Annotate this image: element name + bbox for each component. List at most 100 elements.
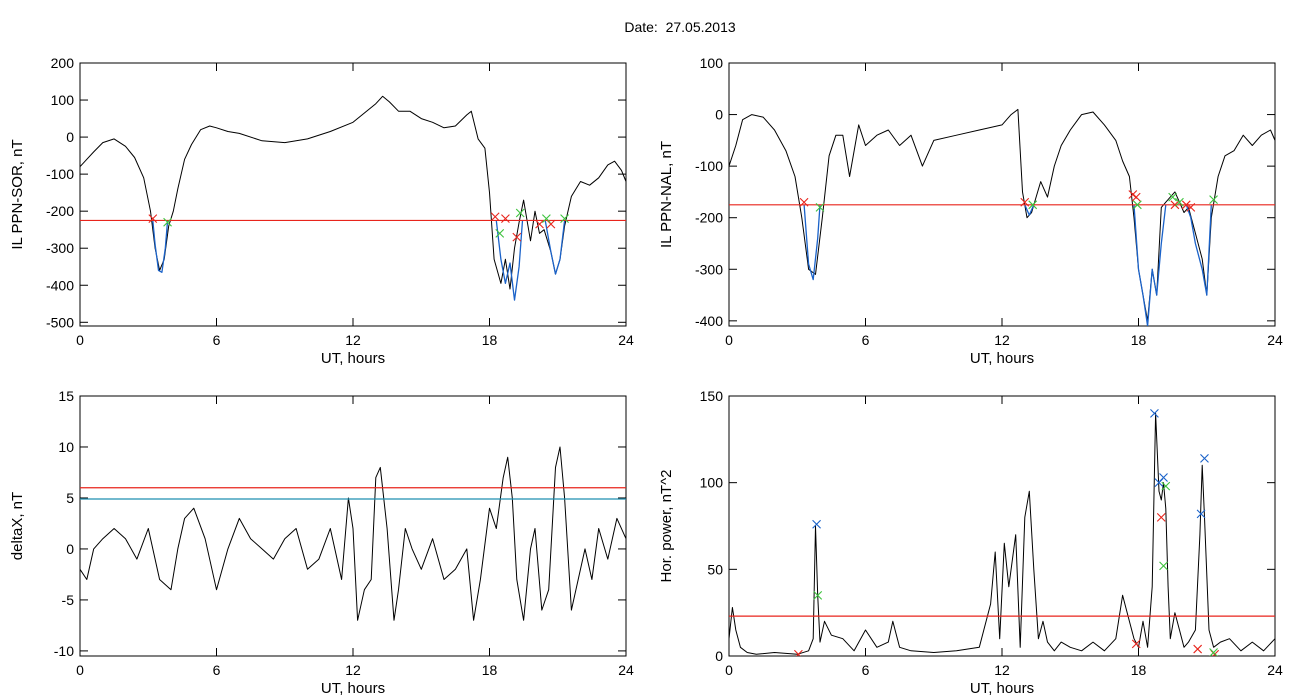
data-layer [729, 108, 1275, 326]
series-line-blue-4 [1133, 204, 1167, 326]
x-tick-label: 0 [76, 662, 84, 678]
marker-green [1209, 648, 1218, 656]
data-layer [80, 446, 626, 621]
marker-red [799, 197, 809, 207]
marker-red [512, 232, 522, 242]
marker-green [515, 208, 525, 218]
y-tick-label: -200 [695, 210, 723, 226]
plot-frame [728, 395, 1276, 657]
x-tick-label: 18 [1131, 332, 1147, 348]
marker-green [1175, 197, 1184, 207]
x-tick-label: 24 [618, 662, 634, 678]
y-tick-label: -400 [695, 313, 723, 329]
series-line-black-1 [729, 108, 1275, 322]
x-tick-label: 6 [213, 332, 221, 348]
x-axis-label: UT, hours [321, 680, 385, 697]
marker-blue [1150, 408, 1159, 418]
marker-green [1168, 192, 1178, 202]
chart-panel-3: 0 6 12 18 24 -10 -5 0 5 10 15 UT, hours deltaX, nT [9, 388, 634, 697]
marker-red [1193, 644, 1203, 654]
marker-blue [1200, 454, 1209, 463]
marker-blue [1196, 509, 1206, 519]
x-tick-label: 18 [482, 662, 498, 678]
y-tick-label: 150 [700, 388, 724, 404]
y-tick-label: -400 [46, 277, 74, 293]
y-tick-label: 50 [707, 561, 723, 577]
y-axis-label: Hor. power, nT^2 [658, 470, 675, 583]
marker-red [1181, 200, 1191, 210]
series-line-blue-2 [803, 204, 821, 281]
y-tick-label: -300 [46, 240, 74, 256]
series-line-black-1 [729, 412, 1275, 655]
marker-red [1186, 203, 1196, 212]
chart-panel-2: 0 6 12 18 24 -400 -300 -200 -100 0 100 UT, hours IL … [658, 55, 1283, 367]
y-tick-label: 0 [715, 107, 723, 123]
marker-blue [812, 519, 821, 529]
page-title: Date: 27.05.2013 [624, 19, 736, 35]
series-line-blue-4 [544, 220, 566, 275]
x-tick-label: 6 [862, 332, 870, 348]
y-tick-label: 5 [66, 490, 74, 506]
y-tick-label: 100 [51, 92, 75, 108]
x-tick-label: 6 [213, 662, 221, 678]
y-tick-label: 100 [700, 55, 724, 71]
y-axis-label: IL PPN-NAL, nT [658, 141, 675, 248]
series-line-blue-3 [1024, 204, 1035, 216]
y-tick-label: 0 [66, 541, 74, 557]
marker-green [813, 590, 823, 600]
y-axis-label: deltaX, nT [9, 492, 26, 560]
x-tick-label: 24 [1267, 662, 1283, 678]
y-tick-label: 0 [66, 129, 74, 145]
marker-green [815, 203, 825, 212]
y-tick-label: 10 [58, 439, 74, 455]
marker-red [501, 214, 510, 223]
x-tick-label: 24 [618, 332, 634, 348]
series-line-black-1 [80, 446, 626, 621]
x-tick-label: 18 [482, 332, 498, 348]
y-tick-label: -200 [46, 203, 74, 219]
y-tick-label: -300 [695, 261, 723, 277]
y-tick-label: 0 [715, 648, 723, 664]
marker-green [560, 214, 569, 223]
x-tick-label: 24 [1267, 332, 1283, 348]
series-line-black-1 [80, 95, 626, 290]
chart-panel-4: 0 6 12 18 24 0 50 100 150 UT, hours Hor. power, nT… [658, 388, 1283, 697]
marker-red [1131, 639, 1141, 649]
y-tick-label: -10 [54, 643, 74, 659]
marker-blue [1159, 473, 1168, 482]
marker-red [546, 219, 556, 229]
series-line-blue-5 [1185, 204, 1212, 296]
x-tick-label: 12 [994, 662, 1010, 678]
y-axis-label: IL PPN-SOR, nT [9, 139, 26, 249]
series-line-blue-2 [152, 220, 169, 273]
marker-green [1209, 195, 1218, 205]
x-tick-label: 6 [862, 662, 870, 678]
x-axis-label: UT, hours [321, 350, 385, 367]
x-tick-label: 12 [345, 332, 361, 348]
marker-green [1132, 200, 1142, 210]
x-axis-label: UT, hours [970, 680, 1034, 697]
marker-green [541, 214, 551, 223]
marker-red [793, 649, 803, 656]
marker-green [163, 217, 172, 227]
y-tick-label: -100 [46, 166, 74, 182]
marker-red [1156, 512, 1166, 522]
y-tick-label: -500 [46, 314, 74, 330]
marker-red [1020, 197, 1030, 207]
x-tick-label: 12 [994, 332, 1010, 348]
marker-red [1131, 192, 1141, 202]
x-axis-label: UT, hours [970, 350, 1034, 367]
data-layer [729, 408, 1275, 656]
y-tick-label: 100 [700, 475, 724, 491]
x-tick-label: 12 [345, 662, 361, 678]
x-tick-label: 18 [1131, 662, 1147, 678]
marker-green [495, 229, 505, 238]
x-tick-label: 0 [725, 332, 733, 348]
y-tick-label: -5 [62, 592, 75, 608]
chart-panel-1: 0 6 12 18 24 -500 -400 -300 -200 -100 0 100 200 UT, h… [9, 55, 634, 367]
marker-green [1161, 481, 1171, 491]
series-line-blue-3 [495, 220, 524, 301]
marker-red [1170, 200, 1180, 210]
data-layer [80, 95, 626, 301]
